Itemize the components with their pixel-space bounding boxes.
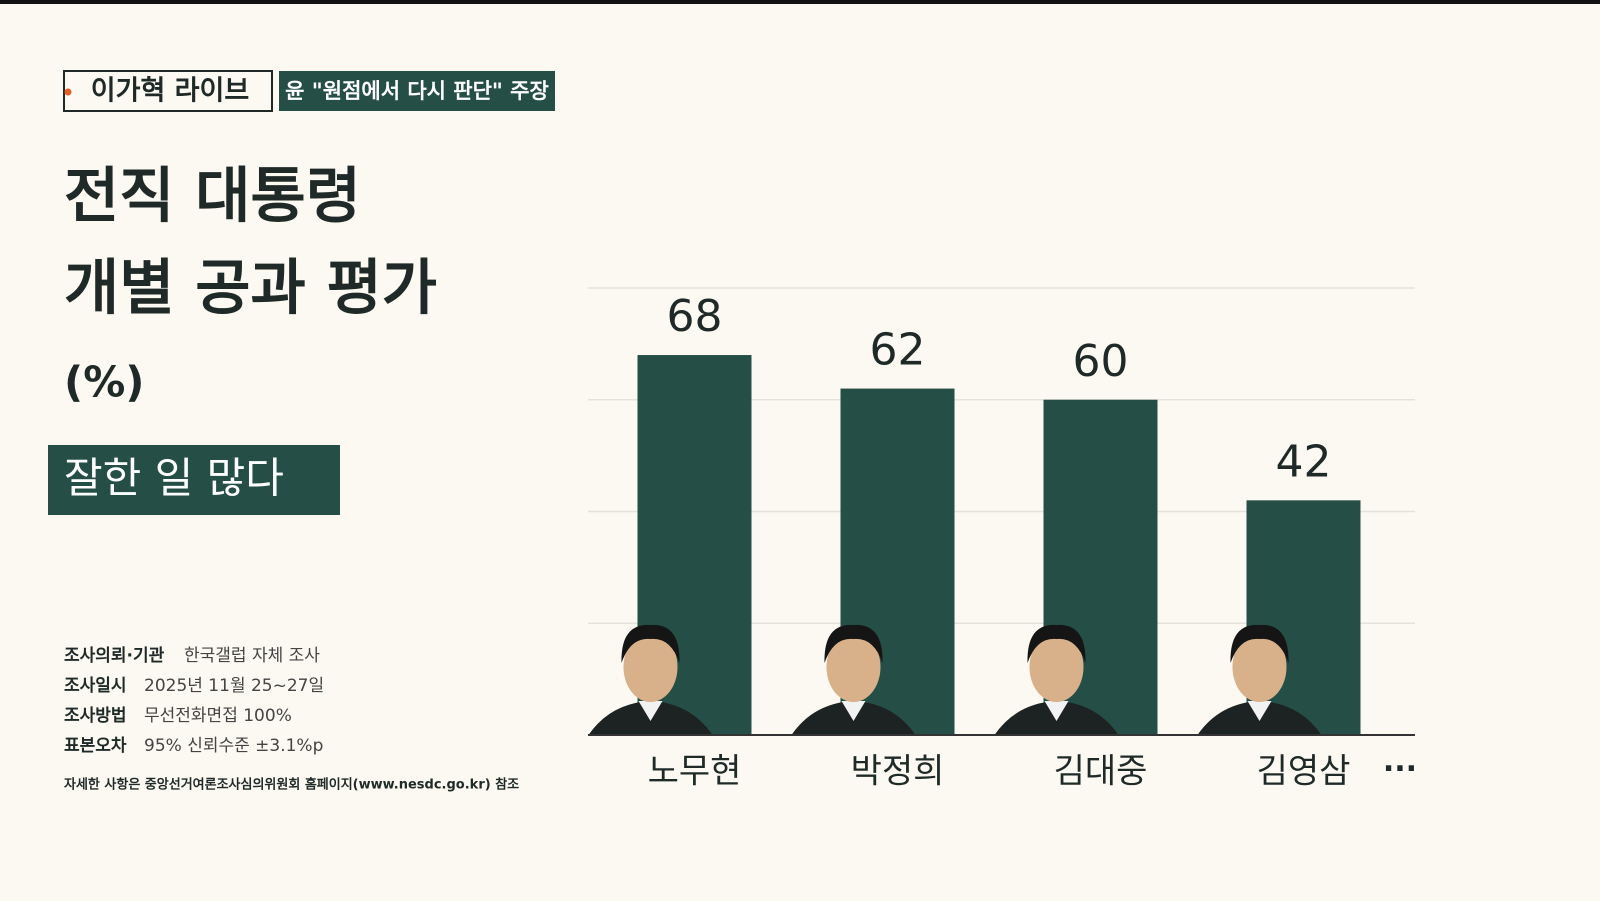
survey-value: 2025년 11월 25~27일 [144,676,324,696]
survey-label: 조사의뢰·기관 [64,646,165,666]
survey-label: 표본오차 [64,736,127,756]
portrait-face [826,632,881,702]
data-label: 68 [667,291,723,342]
survey-value: 한국갤럽 자체 조사 [184,646,320,666]
survey-label: 조사일시 [64,676,127,696]
logo-box [63,70,273,112]
portrait-hair [1027,624,1086,663]
survey-label: 조사방법 [64,706,127,726]
portrait-shirt [841,701,866,721]
x-tick-label: 노무현 [648,752,742,792]
portrait-hair [621,624,680,663]
portrait-shirt [1247,701,1272,721]
logo: 이가혁 라이브 [91,76,249,107]
data-label: 62 [870,325,926,376]
x-tick-label: 박정희 [851,752,945,792]
top-strip [0,0,1600,4]
portrait-shirt [638,701,663,721]
portrait-face [1232,632,1287,702]
chart-title: 개별 공과 평가 [64,254,437,324]
survey-value: 무선전화면접 100% [144,706,292,726]
data-label: 60 [1073,336,1129,387]
headline-box [279,71,555,111]
portrait-hair [824,624,883,663]
chart-title: 전직 대통령 [64,162,361,232]
portrait-shirt [1044,701,1069,721]
portrait-face [1029,632,1084,702]
portrait-face [623,632,678,702]
x-tick-label: 김대중 [1054,752,1148,792]
survey-value: 95% 신뢰수준 ±3.1%p [144,736,323,756]
headline: 윤 "원점에서 다시 판단" 주장 [285,79,549,103]
series-box [48,445,340,515]
unit-label: (%) [64,358,144,407]
logo-dot [64,88,72,96]
data-label: 42 [1276,436,1332,487]
portrait-hair [1230,624,1289,663]
more-indicator: ··· [1383,752,1417,787]
x-tick-label: 김영삼 [1257,752,1351,792]
series-label: 잘한 일 많다 [64,454,284,503]
survey-note: 자세한 사항은 중앙선거여론조사심의위원회 홈페이지(www.nesdc.go.… [64,777,519,793]
